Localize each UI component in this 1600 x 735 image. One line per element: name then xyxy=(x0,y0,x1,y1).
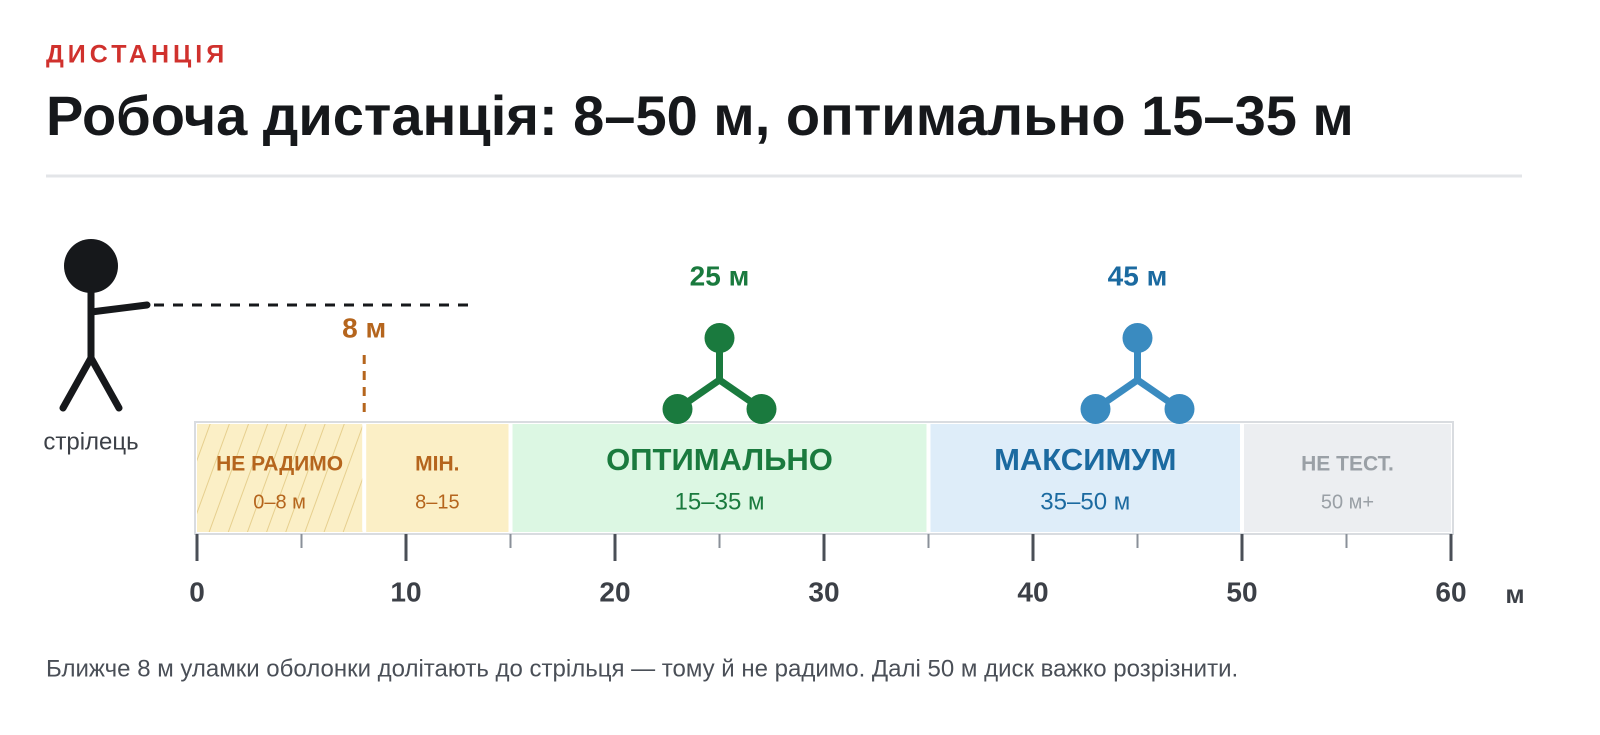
zone-name: МІН. xyxy=(415,453,459,476)
zone-range: 15–35 м xyxy=(675,488,765,515)
min-marker-label: 8 м xyxy=(342,312,386,343)
zone-name: НЕ ТЕСТ. xyxy=(1301,453,1394,476)
zone-name: НЕ РАДИМО xyxy=(216,453,343,476)
shooter-label: стрілець xyxy=(43,428,138,455)
x-tick-label: 10 xyxy=(390,576,421,607)
x-tick-label: 20 xyxy=(599,576,630,607)
x-tick-label: 60 xyxy=(1435,576,1466,607)
x-tick-label: 40 xyxy=(1017,576,1048,607)
zone-hatch xyxy=(197,424,363,532)
zone-range: 8–15 xyxy=(415,491,460,513)
zone-range: 35–50 м xyxy=(1040,488,1130,515)
footnote: Ближче 8 м уламки оболонки долітають до … xyxy=(46,655,1238,682)
title: Робоча дистанція: 8–50 м, оптимально 15–… xyxy=(46,84,1354,147)
zone-range: 50 м+ xyxy=(1321,491,1374,513)
zone-name: МАКСИМУМ xyxy=(994,442,1176,477)
x-tick-label: 50 xyxy=(1226,576,1257,607)
zone-name: ОПТИМАЛЬНО xyxy=(606,442,833,477)
zone xyxy=(930,424,1240,532)
shooter xyxy=(59,239,151,412)
zone xyxy=(366,424,509,532)
zone xyxy=(512,424,927,532)
unit-label: м xyxy=(1505,579,1524,609)
zone xyxy=(1244,424,1451,532)
drone-label: 45 м xyxy=(1108,260,1168,291)
x-tick-label: 0 xyxy=(189,576,205,607)
drone xyxy=(662,323,777,424)
kicker: ДИСТАНЦІЯ xyxy=(46,41,228,69)
drone-label: 25 м xyxy=(690,260,750,291)
zone-range: 0–8 м xyxy=(253,491,306,513)
x-tick-label: 30 xyxy=(808,576,839,607)
drone xyxy=(1080,323,1195,424)
